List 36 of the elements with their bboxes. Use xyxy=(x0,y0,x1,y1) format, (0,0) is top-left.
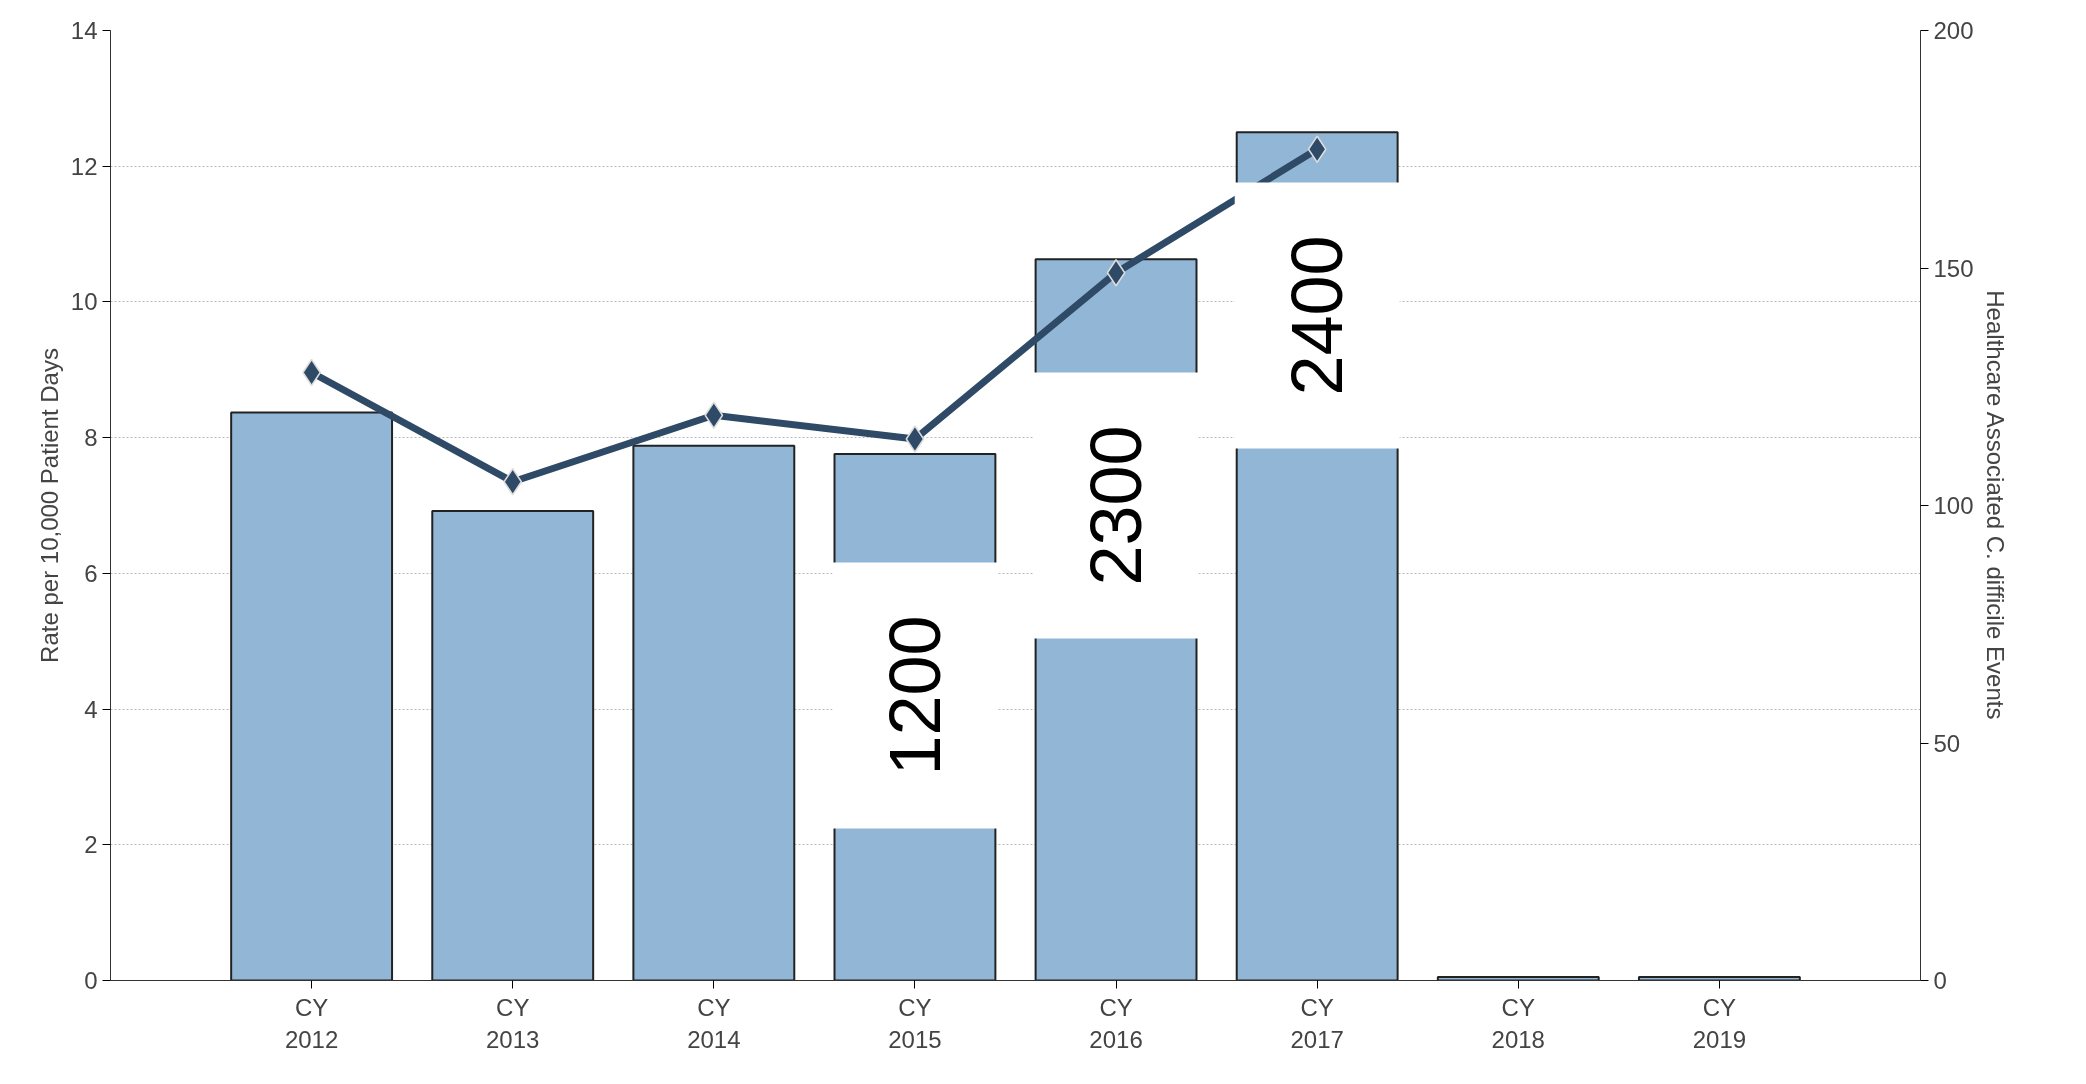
bar xyxy=(632,444,796,981)
x-tick-label: CY 2014 xyxy=(687,993,741,1053)
y2-tick-label: 0 xyxy=(1933,967,1947,994)
bar xyxy=(230,411,394,981)
point xyxy=(1106,259,1126,287)
annotation: 2400 xyxy=(1277,235,1358,396)
y2-tick-label: 100 xyxy=(1933,492,1974,519)
y-tick-label: 8 xyxy=(84,424,98,452)
x-tick-label: CY 2016 xyxy=(1089,993,1143,1053)
point xyxy=(704,401,724,429)
y-tick-label: 6 xyxy=(84,559,98,587)
y2-axis-title: Healthcare Associated C. difficile Events xyxy=(1981,290,2009,720)
x-tick-label: CY 2018 xyxy=(1491,993,1545,1053)
annotation: 1200 xyxy=(874,615,955,776)
y-axis-title: Rate per 10,000 Patient Days xyxy=(35,348,63,663)
bar xyxy=(1436,976,1600,981)
y-tick-label: 4 xyxy=(84,695,98,723)
point xyxy=(1307,135,1327,163)
y2-tick-label: 200 xyxy=(1933,17,1974,44)
annotation: 2300 xyxy=(1076,425,1157,586)
point xyxy=(503,468,523,496)
y-tick-label: 12 xyxy=(70,152,98,180)
bar xyxy=(1637,976,1801,981)
y-tick-label: 0 xyxy=(84,967,98,994)
x-tick-label: CY 2019 xyxy=(1692,993,1747,1053)
y-tick-label: 10 xyxy=(70,288,98,316)
y-tick-label: 2 xyxy=(84,831,98,859)
y2-tick-label: 50 xyxy=(1933,729,1961,757)
y-tick-label: 14 xyxy=(70,17,98,44)
bar xyxy=(431,509,595,981)
y2-tick-label: 150 xyxy=(1933,254,1974,282)
x-tick-label: CY 2013 xyxy=(486,993,540,1053)
x-tick-label: CY 2012 xyxy=(284,993,339,1053)
point xyxy=(905,425,925,453)
x-tick-label: CY 2017 xyxy=(1290,993,1344,1053)
x-tick-label: CY 2015 xyxy=(888,993,942,1053)
